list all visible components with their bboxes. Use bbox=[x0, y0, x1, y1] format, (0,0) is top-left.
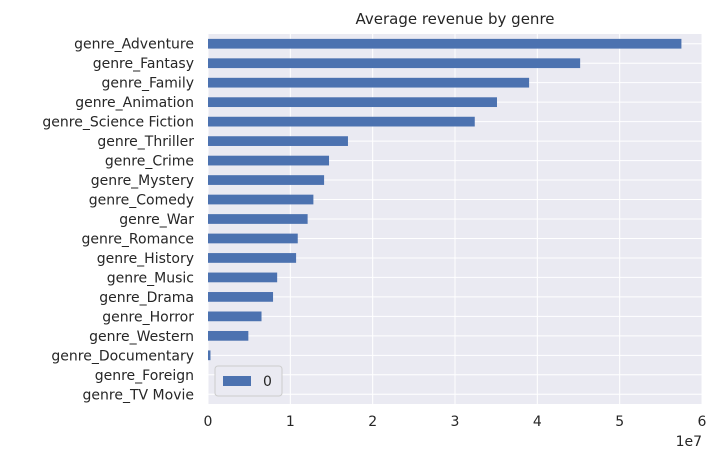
category-label: genre_History bbox=[97, 251, 194, 267]
bar bbox=[208, 175, 325, 185]
bar bbox=[208, 77, 530, 88]
category-label: genre_War bbox=[119, 212, 194, 228]
x-offset-label: 1e7 bbox=[676, 434, 702, 450]
legend-swatch bbox=[223, 376, 251, 386]
category-label: genre_Adventure bbox=[74, 37, 194, 53]
category-label: genre_Family bbox=[102, 76, 194, 92]
category-label: genre_TV Movie bbox=[83, 387, 194, 403]
category-label: genre_Science Fiction bbox=[42, 115, 194, 131]
chart-title: Average revenue by genre bbox=[355, 10, 554, 28]
bars bbox=[208, 38, 682, 361]
bar bbox=[208, 58, 581, 69]
bar bbox=[208, 136, 348, 146]
bar bbox=[208, 214, 308, 224]
x-tick-label: 5 bbox=[615, 414, 624, 430]
x-tick-label: 4 bbox=[533, 414, 542, 430]
category-label: genre_Romance bbox=[82, 231, 195, 247]
category-labels: genre_Adventure genre_Fantasy genre_Family… bbox=[42, 37, 194, 404]
category-label: genre_Documentary bbox=[51, 348, 194, 364]
bar bbox=[208, 38, 682, 49]
category-label: genre_Animation bbox=[75, 95, 194, 111]
category-label: genre_Western bbox=[89, 329, 194, 345]
bar bbox=[208, 97, 497, 108]
category-label: genre_Comedy bbox=[89, 193, 194, 209]
x-tick-labels: 0 1 2 3 4 5 6 bbox=[204, 414, 707, 430]
category-label: genre_Music bbox=[107, 270, 194, 286]
bar bbox=[208, 253, 297, 263]
category-label: genre_Horror bbox=[102, 309, 194, 325]
bar bbox=[208, 272, 278, 283]
x-tick-label: 2 bbox=[368, 414, 377, 430]
bar bbox=[208, 194, 314, 205]
category-label: genre_Fantasy bbox=[93, 56, 194, 72]
legend-label: 0 bbox=[263, 374, 272, 390]
bar bbox=[208, 311, 262, 322]
category-label: genre_Thriller bbox=[97, 134, 194, 150]
x-tick-label: 0 bbox=[204, 414, 213, 430]
x-tick-label: 6 bbox=[698, 414, 707, 430]
bar bbox=[208, 116, 475, 127]
bar bbox=[208, 330, 249, 341]
bar bbox=[208, 292, 274, 302]
category-label: genre_Foreign bbox=[95, 368, 194, 384]
legend: 0 bbox=[214, 365, 283, 397]
bar bbox=[208, 233, 298, 244]
bar bbox=[208, 155, 330, 166]
category-label: genre_Mystery bbox=[91, 173, 194, 189]
x-tick-label: 3 bbox=[451, 414, 460, 430]
category-label: genre_Crime bbox=[105, 154, 194, 170]
x-tick-label: 1 bbox=[286, 414, 295, 430]
category-label: genre_Drama bbox=[99, 290, 194, 306]
bar bbox=[208, 350, 211, 361]
